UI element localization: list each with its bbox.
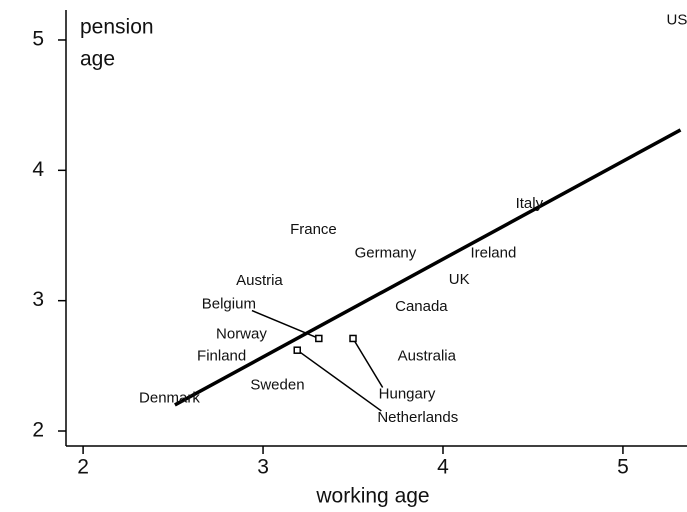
- point-marker: [315, 334, 323, 343]
- y-axis-label: age: [80, 48, 115, 71]
- y-axis-label: pension: [80, 16, 154, 39]
- point-label: Hungary: [379, 385, 436, 402]
- point-label: Norway: [216, 326, 267, 343]
- y-tick-label: 3: [32, 288, 44, 311]
- x-tick-label: 3: [257, 456, 269, 479]
- x-axis-label: working age: [315, 485, 429, 508]
- y-tick-label: 2: [32, 419, 44, 442]
- leader-line: [352, 338, 384, 388]
- point-label: Germany: [355, 245, 417, 262]
- point-label: Italy: [516, 195, 544, 212]
- point-label: France: [290, 221, 337, 238]
- point-marker: [349, 334, 357, 343]
- x-tick-label: 4: [437, 456, 449, 479]
- fit-line: [174, 128, 682, 407]
- point-label: UK: [449, 271, 470, 288]
- point-label: Belgium: [202, 296, 256, 313]
- y-tick-label: 5: [32, 28, 44, 51]
- point-label: Netherlands: [377, 409, 458, 426]
- point-label: US: [667, 11, 687, 28]
- x-tick-label: 2: [77, 456, 89, 479]
- point-label: Ireland: [470, 245, 516, 262]
- point-label: Finland: [197, 348, 246, 365]
- leader-line: [251, 309, 320, 340]
- x-tick-label: 5: [617, 456, 629, 479]
- point-label: Sweden: [250, 376, 304, 393]
- y-tick-label: 4: [32, 158, 44, 181]
- leader-line: [296, 349, 382, 412]
- point-marker: [293, 346, 301, 354]
- point-label: Denmark: [139, 389, 200, 406]
- point-label: Austria: [236, 272, 283, 289]
- point-label: Canada: [395, 298, 448, 315]
- point-label: Australia: [398, 348, 457, 365]
